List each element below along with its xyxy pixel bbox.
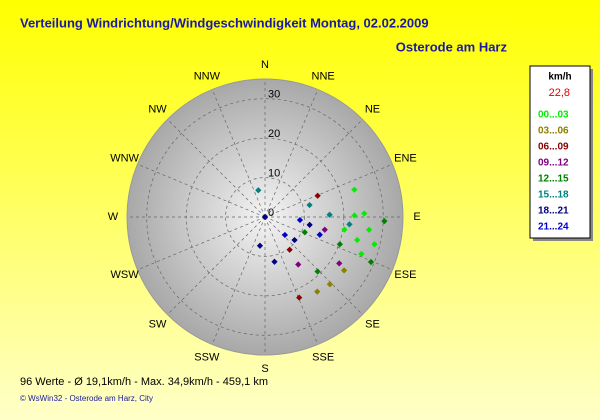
legend-entry: 06...09 <box>538 142 569 153</box>
spoke <box>264 119 363 218</box>
spoke <box>167 216 266 315</box>
data-point <box>336 260 343 267</box>
direction-label: E <box>413 211 420 223</box>
direction-label: SE <box>365 318 380 330</box>
direction-label: W <box>108 211 119 223</box>
r-tick-label: 0 <box>268 207 274 219</box>
direction-label: WNW <box>110 153 139 165</box>
grid-ring <box>225 177 305 257</box>
direction-label: ENE <box>394 153 417 165</box>
grid-ring <box>185 137 345 297</box>
data-point <box>296 216 304 224</box>
direction-label: SW <box>149 318 167 330</box>
spoke <box>167 119 266 218</box>
spoke <box>211 216 266 345</box>
direction-label: NNE <box>312 70 335 82</box>
footer: 96 Werte - Ø 19,1km/h - Max. 34,9km/h - … <box>20 376 268 388</box>
spoke <box>264 216 363 315</box>
data-point <box>295 261 302 268</box>
legend-value: 22,8 <box>549 87 570 99</box>
legend-entry: 18...21 <box>538 206 569 217</box>
spoke <box>211 89 266 218</box>
legend-entry: 00...03 <box>538 110 569 121</box>
legend-entry: 09...12 <box>538 158 569 169</box>
data-point <box>367 258 375 266</box>
data-point <box>296 294 303 301</box>
spoke <box>137 216 266 271</box>
spoke <box>264 216 319 345</box>
data-point <box>371 241 378 248</box>
grid-ring <box>146 98 384 336</box>
data-point <box>340 267 348 274</box>
spoke <box>264 89 319 218</box>
legend-box <box>529 65 591 239</box>
direction-label: ESE <box>394 269 416 281</box>
spoke <box>264 163 393 218</box>
direction-label: NW <box>148 103 167 115</box>
direction-label: S <box>261 363 268 375</box>
legend-entry: 21...24 <box>538 222 569 233</box>
r-tick-label: 20 <box>268 128 280 140</box>
direction-label: N <box>261 59 269 71</box>
direction-label: NE <box>365 103 380 115</box>
direction-label: NNW <box>194 70 221 82</box>
copyright: © WsWin32 - Osterode am Harz, City <box>20 394 153 403</box>
data-point <box>314 288 321 295</box>
direction-label: SSW <box>194 351 220 363</box>
legend-entry: 15...18 <box>538 190 569 201</box>
r-tick-label: 30 <box>268 89 280 101</box>
spoke <box>137 163 266 218</box>
data-point <box>271 258 278 265</box>
chart-subtitle: Osterode am Harz <box>396 39 508 54</box>
data-point <box>314 268 321 275</box>
data-point <box>286 246 293 253</box>
legend-title: km/h <box>548 72 571 83</box>
r-tick-label: 10 <box>268 167 280 179</box>
legend-entry: 03...06 <box>538 126 569 137</box>
data-point <box>365 226 373 233</box>
direction-label: SSE <box>312 351 334 363</box>
data-point <box>281 231 289 239</box>
data-point <box>351 186 358 193</box>
chart-title: Verteilung Windrichtung/Windgeschwindigk… <box>20 15 429 30</box>
direction-label: WSW <box>111 269 140 281</box>
data-point <box>326 281 334 288</box>
legend-entry: 12...15 <box>538 174 569 185</box>
